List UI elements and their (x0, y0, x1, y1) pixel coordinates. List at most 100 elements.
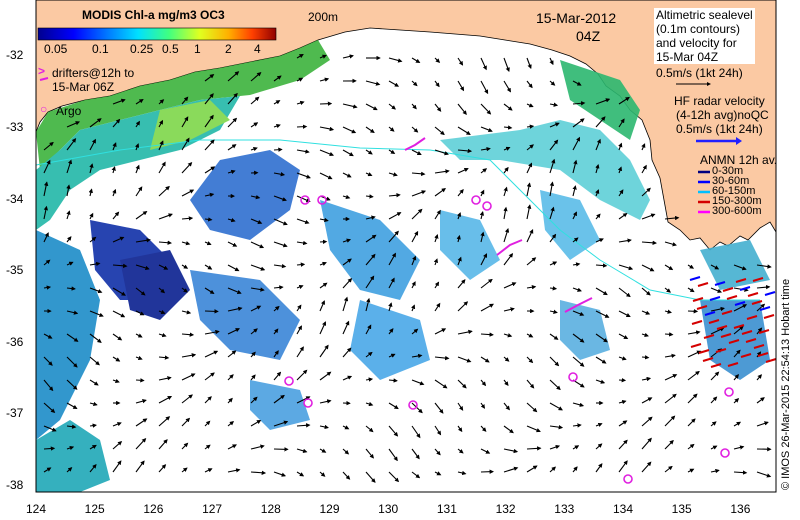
colorbar-tick: 2 (225, 42, 232, 56)
argo-float[interactable] (317, 195, 327, 205)
velocity-arrow (549, 102, 559, 107)
velocity-arrow (503, 333, 513, 338)
argo-float[interactable] (623, 474, 633, 484)
velocity-arrow (250, 96, 260, 105)
velocity-arrow (687, 264, 695, 269)
velocity-arrow (204, 372, 215, 381)
velocity-arrow (112, 98, 126, 105)
velocity-arrow (66, 236, 72, 243)
velocity-arrow (365, 324, 372, 335)
velocity-arrow (112, 118, 121, 128)
argo-float[interactable] (284, 376, 294, 386)
velocity-arrow (227, 306, 243, 312)
velocity-arrow (365, 425, 374, 433)
velocity-arrow (733, 470, 748, 475)
velocity-arrow (181, 353, 197, 358)
velocity-arrow (342, 375, 353, 381)
argo-float[interactable] (568, 372, 578, 382)
velocity-arrow (66, 424, 77, 429)
velocity-arrow (296, 325, 302, 335)
velocity-arrow (43, 141, 54, 151)
hf-radar-line: HF radar velocity (674, 94, 765, 108)
anmn-depth-label: 150-300m (712, 195, 762, 207)
velocity-arrow (664, 332, 674, 337)
velocity-arrow (158, 119, 164, 128)
velocity-arrow (549, 424, 564, 430)
velocity-arrow (526, 285, 537, 290)
velocity-arrow (503, 166, 509, 174)
velocity-arrow (66, 379, 78, 390)
velocity-arrow (457, 57, 464, 66)
velocity-arrow (181, 264, 189, 269)
mooring-vector (720, 333, 732, 338)
velocity-arrow (112, 356, 121, 362)
velocity-arrow (181, 373, 196, 381)
longitude-tick: 126 (143, 502, 164, 516)
velocity-arrow (112, 440, 123, 450)
argo-float[interactable] (724, 387, 734, 397)
mooring-vector (709, 296, 721, 301)
velocity-arrow (388, 172, 398, 177)
velocity-arrow (664, 465, 673, 473)
velocity-arrow (457, 80, 465, 92)
velocity-arrow (572, 80, 582, 86)
velocity-arrow (365, 172, 373, 177)
velocity-arrow (549, 356, 560, 367)
argo-float[interactable] (482, 201, 492, 211)
latitude-tick: -33 (6, 120, 24, 134)
velocity-arrow (250, 122, 259, 128)
velocity-arrow (296, 304, 302, 312)
velocity-arrow (549, 402, 563, 411)
velocity-arrow (733, 325, 744, 335)
velocity-arrow (733, 304, 748, 312)
velocity-arrow (618, 460, 628, 473)
velocity-arrow (572, 211, 577, 220)
mooring-vector (734, 301, 746, 306)
velocity-arrow (572, 356, 585, 367)
velocity-arrow (158, 185, 170, 197)
longitude-tick: 130 (378, 502, 399, 516)
velocity-arrow (250, 470, 267, 475)
contour-200m (35, 139, 760, 301)
argo-float[interactable] (300, 195, 310, 205)
velocity-arrow (434, 169, 450, 174)
velocity-arrow (388, 230, 399, 243)
legend-title: MODIS Chl-a mg/m3 OC3 (82, 8, 225, 22)
argo-float[interactable] (303, 398, 313, 408)
anmn-depth-label: 0-30m (712, 165, 744, 177)
argo-float[interactable] (720, 448, 730, 458)
argo-float[interactable] (471, 195, 481, 205)
velocity-arrow (342, 103, 358, 109)
velocity-arrow (250, 71, 262, 82)
velocity-arrow (250, 287, 265, 292)
velocity-arrow (204, 420, 211, 427)
velocity-arrow (411, 57, 421, 63)
velocity-arrow (250, 328, 258, 335)
velocity-arrow (388, 353, 396, 358)
mooring-vector (727, 362, 739, 367)
mooring-vector (765, 358, 777, 363)
velocity-arrow (342, 126, 357, 134)
velocity-arrow (710, 264, 720, 270)
velocity-arrow (526, 229, 534, 243)
velocity-arrow (89, 356, 100, 366)
velocity-arrow (227, 420, 235, 427)
velocity-arrow (411, 149, 422, 156)
velocity-arrow (388, 193, 401, 198)
velocity-arrow (204, 329, 220, 335)
velocity-arrow (66, 356, 78, 368)
velocity-arrow (296, 218, 310, 224)
velocity-arrow (756, 421, 769, 427)
velocity-arrow (664, 309, 672, 314)
velocity-arrow (227, 328, 240, 335)
argo-float[interactable] (408, 400, 418, 410)
velocity-arrow (204, 217, 213, 222)
velocity-arrow (572, 466, 578, 473)
velocity-arrow (572, 333, 585, 343)
velocity-arrow (687, 393, 698, 404)
velocity-arrow (411, 448, 420, 460)
velocity-arrow (411, 255, 417, 266)
velocity-arrow (273, 328, 279, 335)
contour-label: 200m (308, 10, 339, 24)
mooring-vector (708, 319, 720, 324)
